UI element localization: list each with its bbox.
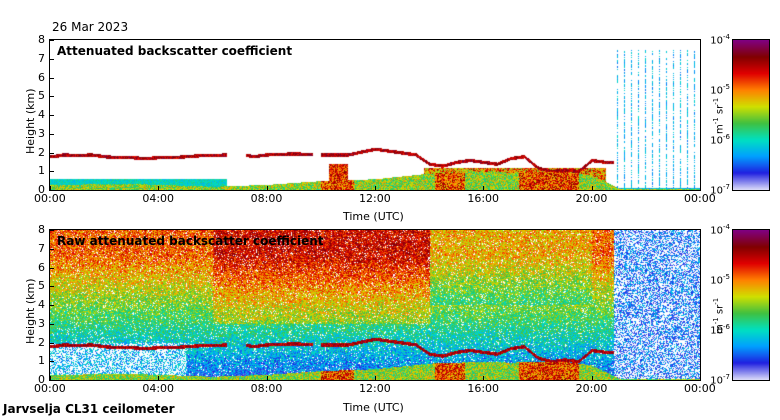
y-tick-mark [50, 77, 54, 79]
y-tick-label: 1 [38, 164, 45, 178]
x-tick-label: 08:00 [250, 192, 283, 205]
x-tick-label: 08:00 [250, 382, 283, 395]
x-tick-mark [591, 376, 593, 380]
bottom-colorbar-unit: m-1 sr-1 [712, 297, 726, 334]
y-tick-mark [50, 342, 54, 344]
x-tick-label: 04:00 [142, 382, 175, 395]
x-tick-mark [700, 376, 701, 380]
x-tick-mark [483, 376, 485, 380]
y-tick-label: 5 [38, 89, 45, 103]
x-tick-label: 04:00 [142, 192, 175, 205]
y-tick-mark [50, 305, 54, 306]
x-tick-mark [483, 186, 485, 190]
y-tick-mark [50, 152, 54, 154]
x-tick-label: 00:00 [684, 382, 716, 395]
bottom-y-axis-label: Height (km) [24, 278, 37, 344]
x-tick-label: 00:00 [684, 192, 716, 205]
x-tick-mark [158, 186, 160, 190]
bottom-x-axis-label: Time (UTC) [343, 401, 404, 414]
y-tick-mark [50, 248, 54, 250]
x-tick-label: 20:00 [575, 382, 608, 395]
instrument-label: Jarvselja CL31 ceilometer [3, 402, 175, 416]
x-tick-label: 12:00 [359, 192, 391, 205]
top-x-axis-label: Time (UTC) [343, 210, 404, 223]
bottom-colorbar [733, 230, 769, 380]
y-tick-mark [50, 96, 54, 98]
x-tick-mark [375, 376, 376, 380]
y-tick-label: 2 [38, 335, 45, 349]
x-tick-label: 16:00 [467, 192, 500, 205]
y-tick-label: 7 [38, 241, 45, 255]
y-tick-mark [50, 171, 54, 173]
y-tick-label: 4 [38, 298, 45, 311]
bottom-heatmap [50, 230, 700, 380]
y-tick-label: 5 [38, 279, 45, 293]
x-tick-label: 00:00 [34, 382, 66, 395]
y-tick-mark [50, 267, 54, 269]
y-tick-mark [50, 133, 54, 135]
y-tick-label: 2 [38, 145, 45, 159]
y-tick-label: 4 [38, 108, 45, 121]
y-tick-label: 0 [38, 183, 45, 196]
y-tick-label: 1 [38, 354, 45, 368]
y-tick-label: 6 [38, 260, 45, 274]
y-tick-mark [50, 58, 54, 60]
y-tick-mark [50, 286, 54, 288]
y-tick-label: 3 [38, 316, 45, 330]
y-tick-mark [50, 380, 54, 381]
date-label: 26 Mar 2023 [52, 20, 129, 34]
x-tick-label: 20:00 [575, 192, 608, 205]
y-tick-mark [50, 40, 54, 41]
y-tick-mark [50, 323, 54, 325]
y-tick-mark [50, 230, 54, 231]
x-tick-mark [158, 376, 160, 380]
x-tick-mark [50, 186, 51, 190]
y-tick-label: 3 [38, 126, 45, 140]
x-tick-mark [375, 186, 376, 190]
y-tick-mark [50, 361, 54, 363]
x-tick-mark [266, 186, 268, 190]
x-tick-mark [700, 186, 701, 190]
y-tick-label: 6 [38, 70, 45, 84]
top-heatmap [50, 40, 700, 190]
y-tick-label: 7 [38, 51, 45, 65]
y-tick-label: 8 [38, 33, 45, 46]
y-tick-mark [50, 115, 54, 116]
y-tick-mark [50, 190, 54, 191]
y-tick-label: 8 [38, 223, 45, 236]
x-tick-label: 16:00 [467, 382, 500, 395]
top-colorbar [733, 40, 769, 190]
x-tick-label: 12:00 [359, 382, 391, 395]
top-panel: Attenuated backscatter coefficient 00:00… [24, 33, 770, 223]
x-tick-mark [50, 376, 51, 380]
x-tick-mark [591, 186, 593, 190]
x-tick-mark [266, 376, 268, 380]
top-plot-title: Attenuated backscatter coefficient [57, 44, 293, 58]
bottom-plot-title: Raw attenuated backscatter coefficient [57, 234, 324, 248]
x-tick-label: 00:00 [34, 192, 66, 205]
y-tick-label: 0 [38, 373, 45, 386]
